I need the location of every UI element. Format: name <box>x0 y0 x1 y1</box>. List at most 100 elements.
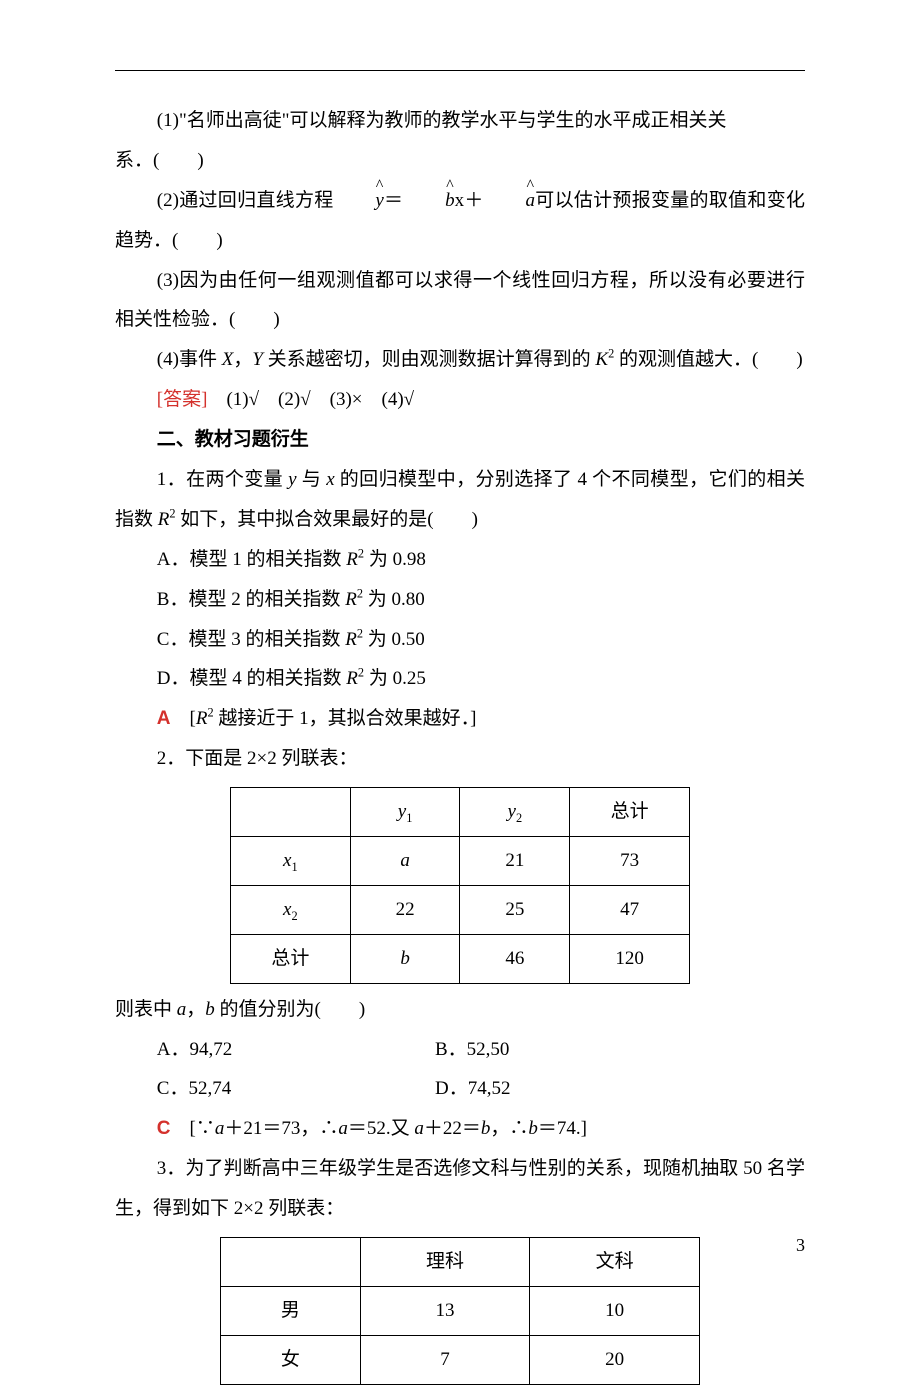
ans-text: (1)√ (2)√ (3)× (4)√ <box>207 389 414 410</box>
q2-h3: 总计 <box>570 788 690 837</box>
q2-table: y1 y2 总计 x1 a 21 73 x2 22 25 47 总计 b 46 … <box>230 787 690 984</box>
q2-r2c3: 120 <box>570 934 690 983</box>
q2-ans-m2: ＝52.又 <box>348 1118 415 1139</box>
q1-optD: D．模型 4 的相关指数 R2 为 0.25 <box>115 659 805 699</box>
q2-ans-post: ＝74.] <box>538 1118 587 1139</box>
q1-stem: 1．在两个变量 y 与 x 的回归模型中，分别选择了 4 个不同模型，它们的相关… <box>115 460 805 540</box>
q1-optB: B．模型 2 的相关指数 R2 为 0.80 <box>115 580 805 620</box>
item4-b: 关系越密切，则由观测数据计算得到的 <box>268 349 591 370</box>
q1-optC-pre: C．模型 3 的相关指数 <box>157 629 341 650</box>
a-hat: a <box>484 181 535 221</box>
q1-optA-post: 为 0.98 <box>369 549 426 570</box>
q2-r0c0: x1 <box>231 837 351 886</box>
q2-r0c3: 73 <box>570 837 690 886</box>
q2-r1c3: 47 <box>570 885 690 934</box>
q2-stem: 2．下面是 2×2 列联表： <box>115 739 805 779</box>
item-1-pre: (1)"名师出高徒"可以解释为教师的教学水平与学生的水平成正相关关 <box>157 110 727 131</box>
ans-label: [答案] <box>157 389 208 410</box>
q2-post-b: 的值分别为( ) <box>220 999 366 1020</box>
q1-answer: A [R2 越接近于 1，其拟合效果越好．] <box>115 699 805 739</box>
q1-optA-R: R <box>346 549 358 570</box>
q1-optB-R: R <box>345 589 357 610</box>
q3-h2: 文科 <box>530 1238 700 1287</box>
q2-ans-m1: ＋21＝73，∴ <box>224 1118 338 1139</box>
q2-b: b <box>205 999 215 1020</box>
b-hat: b <box>403 181 454 221</box>
q2-ans-m3: ＋22＝ <box>424 1118 481 1139</box>
q2-optA: A．94,72 <box>115 1030 435 1070</box>
q2-ans-m4: ，∴ <box>490 1118 528 1139</box>
item-1-line2: 系．( ) <box>115 141 805 181</box>
item-3: (3)因为由任何一组观测值都可以求得一个线性回归方程，所以没有必要进行相关性检验… <box>115 261 805 341</box>
table-row: x1 a 21 73 <box>231 837 690 886</box>
section1-answer: [答案] (1)√ (2)√ (3)× (4)√ <box>115 380 805 420</box>
table-row: x2 22 25 47 <box>231 885 690 934</box>
q3-r0c1: 13 <box>360 1286 530 1335</box>
item2-c: x＋ <box>455 190 484 211</box>
q2-answer: C [∵a＋21＝73，∴a＝52.又 a＋22＝b，∴b＝74.] <box>115 1109 805 1149</box>
item-1: (1)"名师出高徒"可以解释为教师的教学水平与学生的水平成正相关关 <box>115 101 805 141</box>
item-4: (4)事件 X，Y 关系越密切，则由观测数据计算得到的 K2 的观测值越大．( … <box>115 340 805 380</box>
q2-r1c1: 22 <box>350 885 460 934</box>
page-content: (1)"名师出高徒"可以解释为教师的教学水平与学生的水平成正相关关 系．( ) … <box>115 101 805 1385</box>
q2-opts-row1: A．94,72 B．52,50 <box>115 1030 805 1070</box>
q1-ans-post: 越接近于 1，其拟合效果越好．] <box>218 708 476 729</box>
q1-optB-pre: B．模型 2 的相关指数 <box>157 589 341 610</box>
item-1-post: 系．( ) <box>115 150 204 171</box>
top-rule <box>115 70 805 71</box>
q2-stem-text: 2．下面是 2×2 列联表： <box>157 748 358 769</box>
q1-stem-c: 如下，其中拟合效果最好的是( ) <box>180 509 478 530</box>
q1-optC-post: 为 0.50 <box>368 629 425 650</box>
y-hat: y <box>334 181 384 221</box>
q1-optD-pre: D．模型 4 的相关指数 <box>157 668 342 689</box>
item3-text: (3)因为由任何一组观测值都可以求得一个线性回归方程，所以没有必要进行相关性检验… <box>115 270 805 331</box>
q1-optA-pre: A．模型 1 的相关指数 <box>157 549 342 570</box>
k2-sup: 2 <box>608 347 614 361</box>
q2-r0c1: a <box>350 837 460 886</box>
item4-a: (4)事件 <box>157 349 217 370</box>
q2-optB: B．52,50 <box>435 1030 695 1070</box>
q2-ans-pre: [∵ <box>171 1118 215 1139</box>
q1-r2-sup: 2 <box>169 507 175 521</box>
q3-r1c1: 7 <box>360 1335 530 1384</box>
q1-optD-post: 为 0.25 <box>369 668 426 689</box>
q2-r2c2: 46 <box>460 934 570 983</box>
table-row: 女 7 20 <box>221 1335 700 1384</box>
xy-var: X <box>217 349 233 370</box>
q2-opts-row2: C．52,74 D．74,52 <box>115 1069 805 1109</box>
item4-c: 的观测值越大．( ) <box>619 349 803 370</box>
table-row: y1 y2 总计 <box>231 788 690 837</box>
page-number: 3 <box>796 1235 805 1256</box>
item2-b: ＝ <box>384 190 404 211</box>
q1-optD-R: R <box>346 668 358 689</box>
q3-h1: 理科 <box>360 1238 530 1287</box>
q1-ans-pre: [ <box>171 708 196 729</box>
q2-post: 则表中 a，b 的值分别为( ) <box>115 990 805 1030</box>
q2-h1: y1 <box>350 788 460 837</box>
q1-ans-R: R <box>196 708 208 729</box>
q1-optC-R: R <box>345 629 357 650</box>
q3-stem-text: 3．为了判断高中三年级学生是否选修文科与性别的关系，现随机抽取 50 名学生，得… <box>115 1158 805 1219</box>
q2-r2c1: b <box>350 934 460 983</box>
item-2: (2)通过回归直线方程y＝bx＋a可以估计预报变量的取值和变化趋势．( ) <box>115 181 805 261</box>
q2-optD: D．74,52 <box>435 1069 695 1109</box>
q1-optC: C．模型 3 的相关指数 R2 为 0.50 <box>115 620 805 660</box>
q1-optA: A．模型 1 的相关指数 R2 为 0.98 <box>115 540 805 580</box>
q3-table: 理科 文科 男 13 10 女 7 20 <box>220 1237 700 1385</box>
q3-r1c2: 20 <box>530 1335 700 1384</box>
q3-r1c0: 女 <box>221 1335 361 1384</box>
q2-optC: C．52,74 <box>115 1069 435 1109</box>
y-var2: Y <box>252 349 267 370</box>
q2-ans-letter: C <box>157 1118 171 1139</box>
q3-h0 <box>221 1238 361 1287</box>
q2-r0c2: 21 <box>460 837 570 886</box>
q2-h0 <box>231 788 351 837</box>
q1-y: y <box>288 469 296 490</box>
q1-r2: R <box>158 509 170 530</box>
section2-heading-text: 二、教材习题衍生 <box>157 429 309 450</box>
q3-r0c2: 10 <box>530 1286 700 1335</box>
q1-ans-letter: A <box>157 708 171 729</box>
q3-r0c0: 男 <box>221 1286 361 1335</box>
q2-r1c0: x2 <box>231 885 351 934</box>
table-row: 总计 b 46 120 <box>231 934 690 983</box>
